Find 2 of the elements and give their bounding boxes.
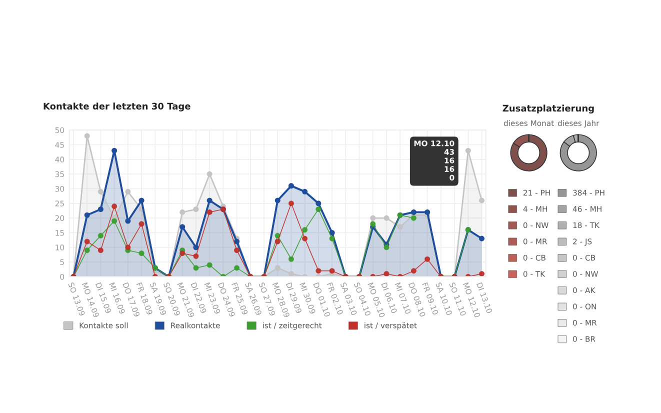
chart-title: Zusatzplatzierung: [502, 104, 594, 114]
chart-title: Kontakte der letzten 30 Tage: [44, 102, 190, 112]
